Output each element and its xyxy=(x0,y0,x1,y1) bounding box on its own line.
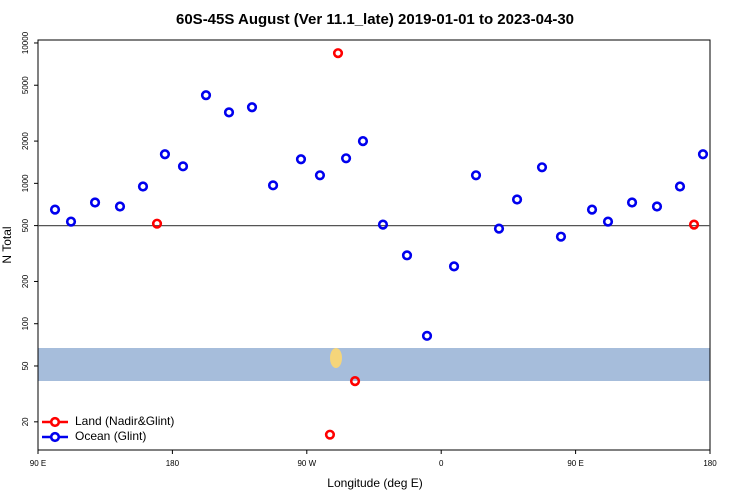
x-tick-label: 180 xyxy=(166,459,180,468)
point xyxy=(421,330,433,341)
point xyxy=(401,250,413,261)
point xyxy=(470,170,482,181)
point xyxy=(177,161,189,172)
x-tick-label: 90 E xyxy=(30,459,46,468)
point xyxy=(357,135,369,147)
point xyxy=(349,376,361,387)
y-tick-label: 10000 xyxy=(21,31,30,54)
land-patch xyxy=(330,348,342,368)
plot-frame xyxy=(37,39,711,451)
y-tick-label: 2000 xyxy=(21,132,30,150)
y-tick-label: 1000 xyxy=(21,174,30,192)
y-tick-label: 50 xyxy=(21,361,30,370)
point xyxy=(159,149,171,160)
point xyxy=(555,231,567,242)
point xyxy=(65,216,77,227)
y-tick-label: 5000 xyxy=(21,76,30,94)
point xyxy=(114,201,126,212)
point xyxy=(586,204,598,215)
point xyxy=(674,181,686,192)
x-tick-label: 90 W xyxy=(297,459,316,468)
point xyxy=(137,181,149,192)
chart-title: 60S-45S August (Ver 11.1_late) 2019-01-0… xyxy=(176,11,574,28)
point xyxy=(377,219,389,230)
point xyxy=(697,149,709,160)
legend-marker xyxy=(49,431,61,443)
y-tick-label: 200 xyxy=(21,274,30,288)
point xyxy=(340,153,352,164)
x-tick-label: 0 xyxy=(439,459,444,468)
point xyxy=(267,180,279,191)
point xyxy=(200,90,212,101)
point xyxy=(493,223,505,234)
x-tick-label: 180 xyxy=(703,459,717,468)
point xyxy=(223,107,235,118)
point xyxy=(536,162,548,173)
point xyxy=(89,197,101,208)
point xyxy=(151,218,163,229)
point xyxy=(448,261,460,272)
point xyxy=(324,429,336,440)
legend-label: Ocean (Glint) xyxy=(75,429,146,443)
y-tick-label: 500 xyxy=(21,218,30,232)
x-tick-label: 90 E xyxy=(567,459,583,468)
y-tick-label: 100 xyxy=(21,316,30,330)
point xyxy=(626,197,638,208)
map-strip xyxy=(38,348,710,381)
legend-label: Land (Nadir&Glint) xyxy=(75,414,174,428)
point xyxy=(688,219,700,230)
point xyxy=(332,48,344,59)
x-axis-label: Longitude (deg E) xyxy=(327,476,422,490)
y-axis-label: N Total xyxy=(0,226,14,263)
point xyxy=(49,204,61,215)
legend-marker xyxy=(49,416,61,428)
point xyxy=(295,154,307,165)
point xyxy=(651,201,663,212)
point xyxy=(602,216,614,227)
y-tick-label: 20 xyxy=(21,417,30,426)
point xyxy=(511,194,523,205)
point xyxy=(246,102,258,113)
point xyxy=(314,170,326,181)
